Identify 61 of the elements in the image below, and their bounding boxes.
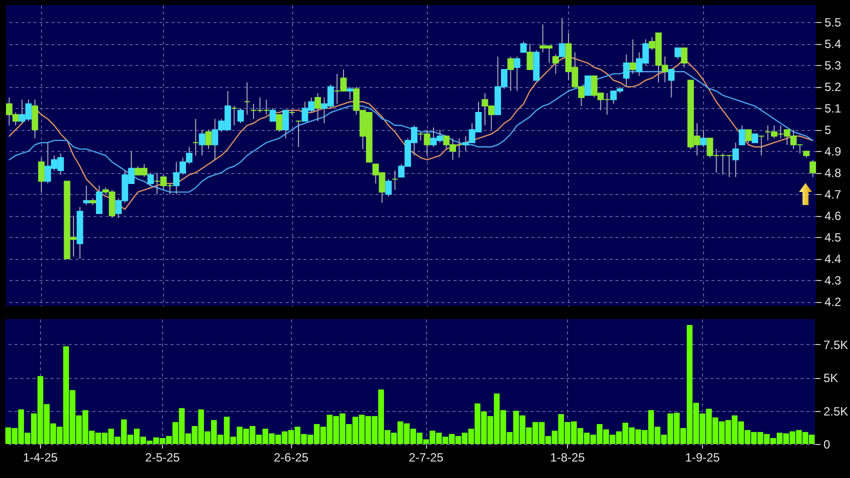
candlestick — [276, 114, 282, 132]
y-tick-label: 5.2 — [824, 80, 842, 94]
candlestick — [295, 120, 302, 148]
candlestick — [83, 185, 90, 206]
candlestick — [623, 54, 630, 88]
y-tick-label: 0 — [824, 438, 830, 452]
candlestick — [680, 48, 688, 68]
candlestick — [514, 56, 520, 92]
candlestick — [700, 129, 707, 148]
y-tick-label: 7.5K — [824, 338, 848, 352]
candlestick — [237, 108, 244, 124]
candlestick — [32, 99, 38, 139]
y-tick-label: 5.1 — [824, 102, 842, 116]
candlestick — [282, 110, 289, 139]
x-tick-label: 2-5-25 — [145, 450, 180, 464]
candlestick — [630, 38, 636, 74]
candlestick — [385, 178, 392, 197]
candlestick — [584, 75, 592, 96]
candlestick — [198, 129, 206, 156]
candlestick — [205, 129, 212, 150]
candlestick — [674, 48, 682, 60]
candlestick — [38, 157, 45, 193]
y-tick-label: 4.9 — [824, 144, 842, 159]
y-tick-label: 5.4 — [824, 37, 842, 52]
candlestick — [758, 136, 765, 156]
candlestick — [192, 118, 199, 156]
candlestick — [745, 129, 752, 144]
candlestick — [738, 124, 746, 146]
x-tick-label: 1-9-25 — [685, 450, 720, 464]
x-tick-label: 2-6-25 — [274, 450, 309, 464]
y-tick-label: 4.4 — [824, 252, 842, 266]
candlestick — [230, 106, 238, 126]
candlestick — [147, 172, 154, 186]
candlestick — [96, 185, 102, 214]
y-tick-label: 5.3 — [824, 58, 842, 73]
candlestick — [244, 82, 250, 116]
y-tick-label: 5 — [824, 123, 832, 138]
candlestick — [552, 54, 559, 74]
x-tick-label: 2-7-25 — [408, 450, 444, 464]
candlestick — [520, 41, 527, 53]
y-tick-label: 4.8 — [824, 166, 842, 180]
candlestick — [668, 69, 675, 98]
y-tick-label: 5.5 — [824, 16, 842, 30]
candlestick — [507, 56, 514, 92]
candlestick — [558, 17, 566, 58]
candlestick — [526, 43, 534, 70]
y-tick-label: 4.7 — [824, 188, 842, 202]
y-tick-label: 4.2 — [824, 295, 842, 310]
y-tick-label: 4.3 — [824, 274, 842, 288]
candlestick — [732, 142, 739, 178]
candlestick — [314, 92, 322, 122]
y-tick-label: 5K — [824, 371, 838, 386]
y-tick-label: 4.5 — [824, 230, 842, 245]
candlestick — [810, 159, 816, 178]
candlestick — [270, 108, 276, 122]
y-tick-label: 2.5K — [824, 404, 848, 418]
candlestick — [346, 86, 354, 100]
x-tick-label: 1-8-25 — [550, 450, 586, 464]
x-tick-label: 1-4-25 — [23, 450, 58, 464]
candlestick — [392, 170, 398, 190]
y-tick-label: 4.6 — [824, 209, 842, 224]
